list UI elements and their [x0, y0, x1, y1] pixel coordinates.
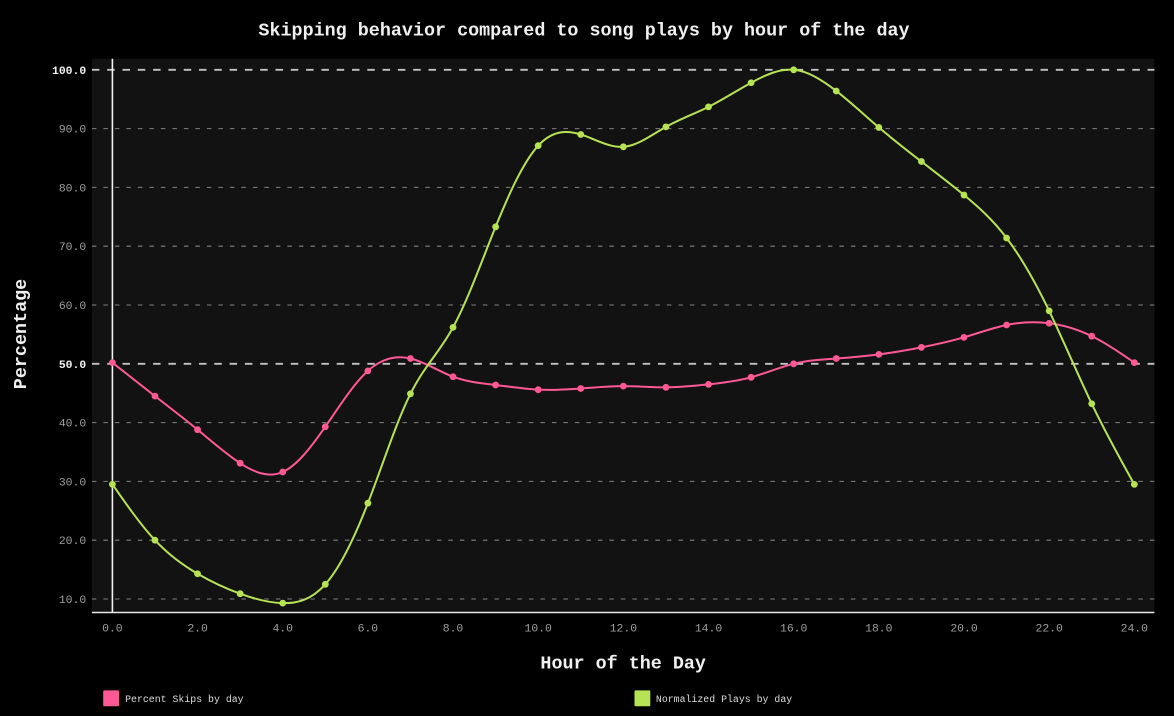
svg-text:18.0: 18.0 [865, 623, 893, 635]
svg-text:30.0: 30.0 [59, 477, 87, 489]
svg-text:20.0: 20.0 [950, 623, 978, 635]
svg-text:10.0: 10.0 [525, 623, 553, 635]
svg-text:2.0: 2.0 [187, 623, 208, 635]
svg-text:Hour of the Day: Hour of the Day [540, 654, 706, 675]
svg-text:70.0: 70.0 [59, 242, 87, 254]
svg-text:10.0: 10.0 [59, 595, 87, 607]
svg-text:40.0: 40.0 [59, 419, 87, 431]
svg-text:8.0: 8.0 [443, 623, 464, 635]
svg-text:0.0: 0.0 [102, 623, 123, 635]
svg-text:12.0: 12.0 [610, 623, 638, 635]
svg-text:90.0: 90.0 [59, 125, 87, 137]
svg-text:Percentage: Percentage [11, 279, 32, 389]
svg-text:50.0: 50.0 [59, 360, 87, 372]
svg-text:60.0: 60.0 [59, 301, 87, 313]
svg-text:24.0: 24.0 [1121, 623, 1149, 635]
svg-text:100.0: 100.0 [52, 66, 86, 78]
svg-text:14.0: 14.0 [695, 623, 723, 635]
svg-text:4.0: 4.0 [272, 623, 293, 635]
svg-text:20.0: 20.0 [59, 536, 87, 548]
svg-text:Skipping behavior compared to: Skipping behavior compared to song plays… [258, 21, 909, 42]
svg-text:22.0: 22.0 [1036, 623, 1064, 635]
svg-text:16.0: 16.0 [780, 623, 808, 635]
svg-text:80.0: 80.0 [59, 183, 87, 195]
svg-text:Normalized Plays by day: Normalized Plays by day [656, 694, 792, 705]
svg-text:6.0: 6.0 [358, 623, 379, 635]
svg-text:Percent Skips by day: Percent Skips by day [125, 694, 244, 705]
